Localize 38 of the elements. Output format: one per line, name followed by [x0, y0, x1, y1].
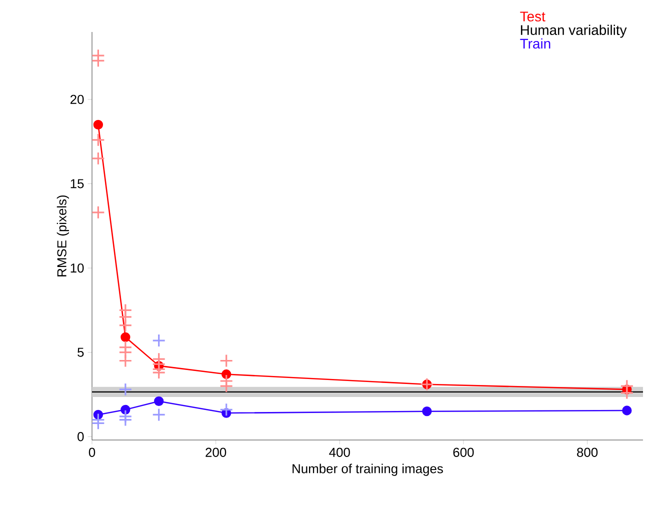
y-tick-label: 20 [70, 94, 84, 104]
y-tick-label: 10 [70, 263, 84, 273]
y-tick-label: 0 [78, 432, 84, 442]
point [222, 369, 232, 380]
point [152, 408, 166, 422]
point [91, 206, 105, 220]
point [118, 354, 132, 368]
y-tick-label: 5 [78, 348, 84, 357]
point [91, 416, 105, 430]
point [152, 334, 166, 348]
x-tick-label: 200 [206, 448, 226, 457]
point [91, 54, 105, 68]
point [91, 133, 105, 147]
point [118, 412, 132, 427]
point [152, 366, 166, 380]
point [120, 332, 130, 342]
point [220, 354, 234, 368]
point [220, 402, 234, 416]
x-tick-label: 400 [329, 448, 350, 457]
text: Train [520, 38, 550, 49]
point [118, 382, 132, 396]
y-tick-label: 15 [70, 179, 84, 188]
point [620, 386, 634, 400]
point [422, 406, 432, 416]
text: Test [520, 12, 546, 22]
x-tick-label: 600 [453, 448, 474, 457]
point [120, 404, 130, 414]
point [118, 318, 132, 332]
point [91, 152, 105, 166]
point [220, 379, 234, 393]
x-axis-title: Number of training images [292, 464, 443, 476]
x-tick-label: 800 [577, 448, 598, 457]
ref-line-label: Human variability [520, 24, 627, 38]
y-axis-title: RMSE (pixels) [56, 195, 69, 276]
point [622, 406, 632, 416]
x-tick-label: 0 [88, 448, 96, 457]
point [93, 120, 104, 130]
point [154, 396, 164, 406]
